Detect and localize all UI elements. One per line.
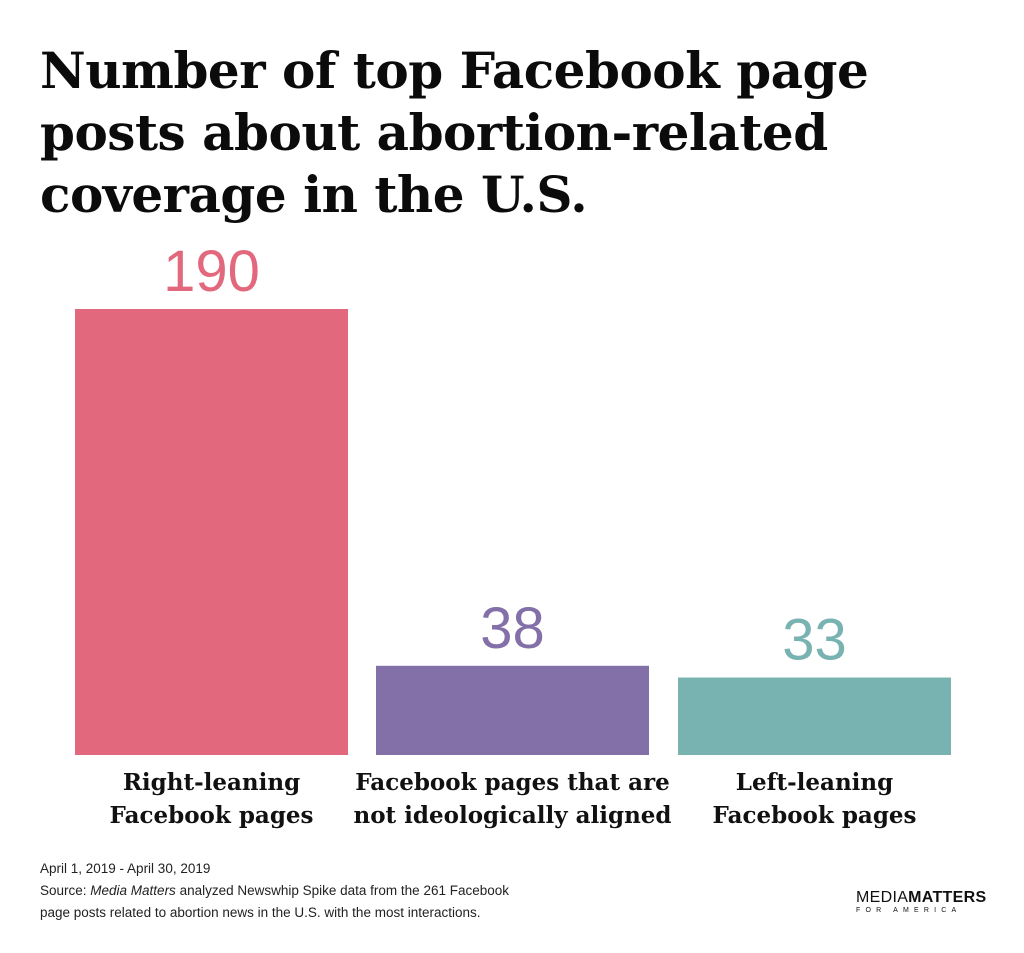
- logo-word-matters: MATTERS: [908, 889, 987, 906]
- logo-subtitle: FOR AMERICA: [856, 907, 962, 914]
- category-label-2-line-1: Facebook pages that are: [355, 769, 670, 796]
- value-label-1: 190: [163, 239, 260, 304]
- source-org: Media Matters: [90, 883, 176, 898]
- date-range: April 1, 2019 - April 30, 2019: [40, 861, 211, 876]
- source-prefix: Source:: [40, 883, 91, 898]
- chart-title: Number of top Facebook page posts about …: [40, 41, 869, 224]
- source-note: Source: Media Matters analyzed Newswhip …: [40, 880, 600, 902]
- bar-3: [678, 677, 951, 755]
- source-rest: analyzed Newswhip Spike data from the 26…: [175, 883, 510, 898]
- category-label-3-line-1: Left-leaning: [736, 769, 893, 796]
- bar-1: [75, 309, 348, 755]
- category-label-3-line-2: Facebook pages: [713, 802, 917, 829]
- logo-word-media: MEDIA: [856, 889, 909, 906]
- bar-2: [376, 665, 649, 755]
- value-label-3: 33: [782, 608, 847, 673]
- category-label-1-line-1: Right-leaning: [123, 769, 300, 796]
- category-label-1-line-2: Facebook pages: [110, 802, 314, 829]
- source-note-line2: page posts related to abortion news in t…: [40, 905, 481, 920]
- chart-footer: April 1, 2019 - April 30, 2019 Source: M…: [40, 858, 600, 924]
- category-label-2-line-2: not ideologically aligned: [353, 802, 671, 829]
- value-label-2: 38: [480, 596, 545, 661]
- media-matters-logo: MEDIAMATTERS FOR AMERICA: [856, 890, 986, 915]
